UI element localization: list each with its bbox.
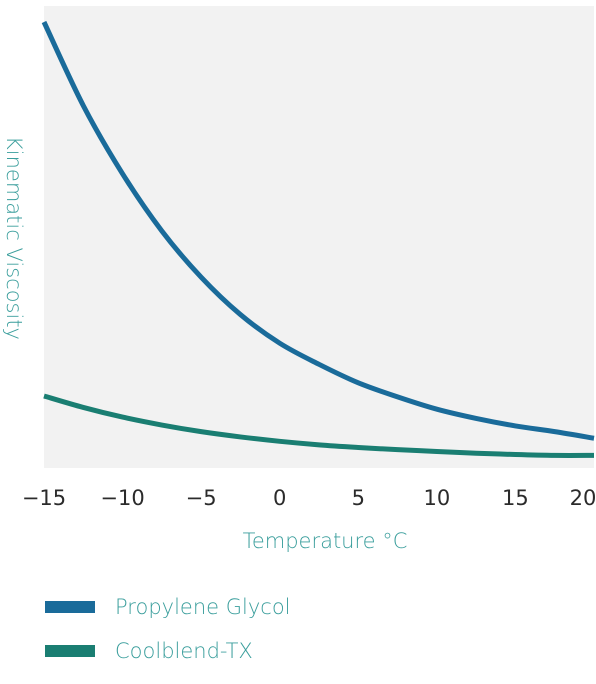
- series-line-coolblend-tx: [43, 393, 595, 458]
- legend-swatch-propylene-glycol: [45, 601, 95, 613]
- series-line-propylene-glycol: [41, 20, 595, 441]
- legend-swatch-coolblend-tx: [45, 645, 95, 657]
- x-axis-title: Temperature °C: [243, 529, 408, 553]
- x-tick-label: 10: [423, 486, 450, 510]
- x-tick-label: 15: [502, 486, 529, 510]
- x-tick-label: 5: [352, 486, 365, 510]
- legend-item-coolblend-tx: Coolblend-TX: [45, 639, 291, 663]
- x-tick-label: −10: [100, 486, 144, 510]
- x-tick-label: 0: [273, 486, 286, 510]
- legend: Propylene Glycol Coolblend-TX: [45, 595, 291, 684]
- x-tick-label: −15: [22, 486, 66, 510]
- legend-label-coolblend-tx: Coolblend-TX: [115, 639, 253, 663]
- series-lines: [41, 20, 595, 458]
- viscosity-chart: −15 −10 −5 0 5 10 15 20 Temperature °C Kinemati…: [2, 6, 596, 553]
- x-tick-label: −5: [186, 486, 217, 510]
- x-axis-ticks: −15 −10 −5 0 5 10 15 20: [22, 486, 596, 510]
- y-axis-title: Kinematic Viscosity: [2, 136, 26, 340]
- plot-area: [44, 6, 594, 468]
- x-tick-label: 20: [570, 486, 596, 510]
- legend-label-propylene-glycol: Propylene Glycol: [115, 595, 291, 619]
- legend-item-propylene-glycol: Propylene Glycol: [45, 595, 291, 619]
